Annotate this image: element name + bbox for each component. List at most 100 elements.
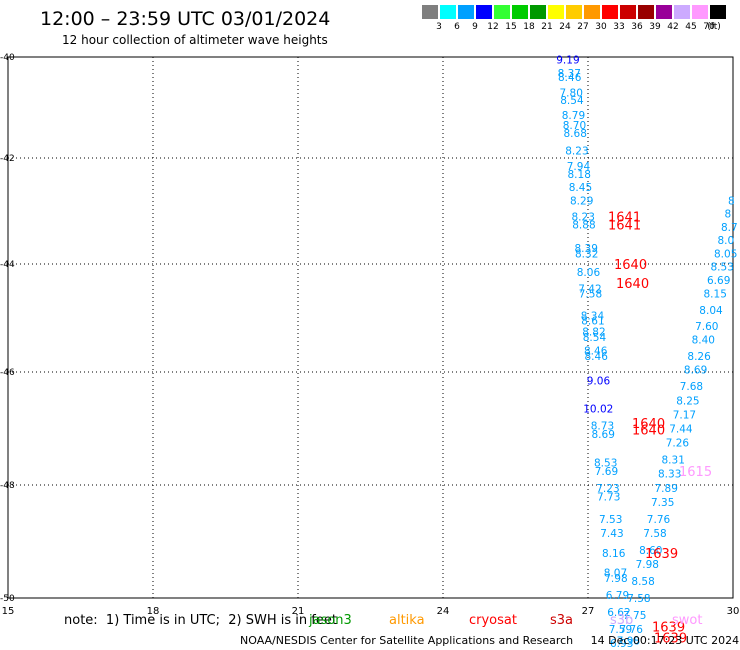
lat-tick-label: -42 (0, 154, 15, 164)
swh-reading: 7.43 (600, 528, 623, 540)
swh-reading: 8 (728, 195, 735, 207)
swh-reading: 8.88 (572, 219, 595, 231)
legend-swatch (566, 5, 582, 19)
lon-tick-label: 24 (437, 606, 450, 617)
swh-reading: 7.89 (655, 483, 678, 495)
legend-label: 18 (523, 22, 535, 32)
swh-reading: 7.26 (666, 438, 690, 450)
lon-tick-label: 27 (582, 606, 595, 617)
swh-reading: 7.23 (596, 483, 619, 495)
legend-swatch (458, 5, 474, 19)
lon-tick-label: 15 (2, 606, 15, 617)
legend-swatch (656, 5, 672, 19)
swh-reading: 8.46 (585, 351, 609, 363)
swh-reading: 8.04 (699, 305, 723, 317)
swh-reading: 8.18 (568, 169, 591, 181)
swh-reading: 7.98 (604, 573, 627, 585)
legend-swatch (674, 5, 690, 19)
swh-reading: 10.02 (583, 404, 613, 416)
legend-label: 30 (595, 22, 607, 32)
swh-reading: 7.73 (597, 491, 620, 503)
legend-label: 36 (631, 22, 643, 32)
legend-unit: (ft) (707, 22, 721, 32)
swh-reading: 7.58 (579, 289, 602, 301)
legend-label: 45 (685, 22, 697, 32)
legend-label: 70 (703, 22, 715, 32)
legend-swatch (476, 5, 492, 19)
lon-tick-label: 30 (727, 606, 740, 617)
legend-label: 33 (613, 22, 625, 32)
swh-reading: 8.34 (581, 310, 605, 322)
swh-reading: 7.68 (680, 381, 703, 393)
legend-swatch (494, 5, 510, 19)
swh-reading: 9.06 (587, 375, 611, 387)
swh-reading: 8.46 (584, 345, 608, 357)
legend-swatch (620, 5, 636, 19)
swh-reading: 9.19 (556, 55, 579, 67)
pass-time-label: 1615 (679, 465, 712, 480)
swh-reading: 8.54 (560, 95, 584, 107)
satellite-label: altika (389, 613, 425, 628)
swh-reading: 8.69 (684, 364, 707, 376)
legend-swatch (530, 5, 546, 19)
swh-reading: 7.17 (673, 409, 696, 421)
swh-reading: 7.42 (578, 283, 601, 295)
swh-reading: 7.98 (617, 635, 640, 647)
satellite-label: swot (672, 613, 703, 628)
swh-reading: 6.93 (610, 638, 633, 650)
credit: NOAA/NESDIS Center for Satellite Applica… (240, 634, 574, 647)
footer: NOAA/NESDIS Center for Satellite Applica… (240, 634, 739, 647)
swh-reading: 8.26 (687, 351, 711, 363)
legend-label: 15 (505, 22, 517, 32)
satellite-label: jason3 (309, 613, 352, 628)
swh-reading: 8.23 (565, 145, 588, 157)
legend-swatch (584, 5, 600, 19)
pass-time-label: 1639 (652, 620, 685, 635)
chart-subtitle: 12 hour collection of altimeter wave hei… (62, 33, 328, 47)
pass-time-label: 1639 (645, 547, 678, 562)
swh-reading: 7.75 (623, 610, 646, 622)
swh-reading: 8.61 (581, 316, 604, 328)
legend-swatch (710, 5, 726, 19)
swh-reading: 7.80 (560, 87, 583, 99)
legend-label: 6 (454, 22, 460, 32)
pass-time-label: 1639 (654, 632, 687, 647)
satellite-label: s3b (610, 613, 634, 628)
swh-reading: 8.45 (569, 182, 592, 194)
swh-reading: 8.37 (558, 68, 581, 80)
swh-reading: 8.54 (583, 332, 607, 344)
swh-reading: 7.76 (647, 514, 671, 526)
legend-swatch (440, 5, 456, 19)
swh-reading: 7.58 (643, 528, 666, 540)
legend-swatch (548, 5, 564, 19)
swh-reading: 7.76 (620, 624, 644, 636)
swh-reading: 8.40 (692, 335, 715, 347)
swh-reading: 8.68 (564, 128, 587, 140)
note-row: note: 1) Time is in UTC; 2) SWH is in fe… (64, 613, 702, 643)
swh-reading: 8.7 (721, 222, 738, 234)
swh-reading: 8.69 (592, 429, 615, 441)
pass-time-label: 1641 (608, 210, 641, 225)
legend-label: 24 (559, 22, 571, 32)
pass-time-label: 1640 (614, 258, 647, 273)
swh-reading: 8.60 (639, 545, 662, 557)
legend-label: 3 (436, 22, 442, 32)
swh-reading: 6.79 (606, 590, 629, 602)
swh-reading: 7.59 (609, 624, 632, 636)
swh-reading: 8.0 (718, 235, 735, 247)
satellite-label: s3a (550, 613, 574, 628)
swh-reading: 8.06 (577, 267, 601, 279)
swh-reading: 8.32 (575, 248, 598, 260)
legend-label: 12 (487, 22, 499, 32)
swh-reading: 8.31 (662, 455, 685, 467)
pass-time-label: 1640 (632, 417, 665, 432)
swh-reading: 7.35 (651, 497, 674, 509)
legend-label: 9 (472, 22, 478, 32)
legend-swatch (638, 5, 654, 19)
chart-title: 12:00 – 23:59 UTC 03/01/2024 (40, 8, 331, 30)
legend-swatch (692, 5, 708, 19)
satellite-label: cryosat (469, 613, 517, 628)
swh-reading: 8.53 (594, 457, 617, 469)
swh-reading: 7.58 (627, 593, 650, 605)
